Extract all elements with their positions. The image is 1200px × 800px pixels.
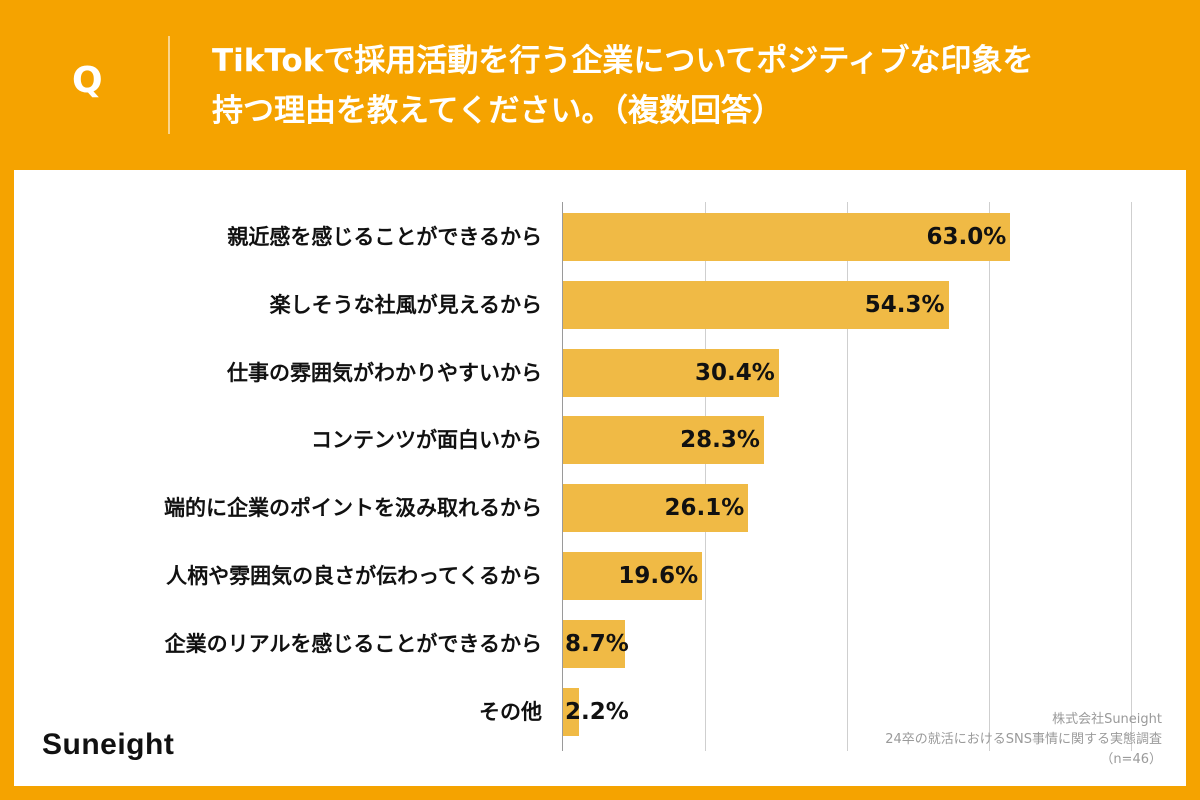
question-line-1: TikTokで採用活動を行う企業についてポジティブな印象を (212, 43, 1034, 79)
bar-row: 企業のリアルを感じることができるから 8.7% (14, 619, 1186, 668)
bar (563, 280, 949, 329)
gridline (847, 202, 848, 751)
value-label: 19.6% (618, 563, 699, 589)
category-label: 企業のリアルを感じることができるから (164, 631, 542, 656)
gridline (705, 202, 706, 751)
chart-panel: 親近感を感じることができるから 63.0% 楽しそうな社風が見えるから 54.3% 仕事… (14, 170, 1186, 786)
value-label: 54.3% (864, 291, 945, 318)
category-label: 楽しそうな社風が見えるから (269, 292, 542, 317)
header-divider (168, 36, 170, 134)
source-sample-size: （n=46） (1100, 752, 1162, 767)
value-label: 63.0% (926, 224, 1007, 250)
question-mark-label: Q (72, 60, 103, 101)
bar-row: コンテンツが面白いから 28.3% (14, 416, 1186, 465)
value-label: 8.7% (565, 630, 629, 657)
bar (563, 213, 1011, 261)
value-label: 28.3% (680, 427, 760, 454)
bar (563, 348, 779, 397)
value-label: 26.1% (664, 495, 745, 522)
category-label: その他 (479, 699, 542, 724)
bar-row: その他 2.2% (14, 687, 1186, 736)
bar-row: 楽しそうな社風が見えるから 54.3% (14, 280, 1186, 329)
bar (563, 552, 703, 600)
bar-row: 仕事の雰囲気がわかりやすいから 30.4% (14, 348, 1186, 397)
bar-row: 親近感を感じることができるから 63.0% (14, 213, 1186, 261)
source-survey: 24卒の就活におけるSNS事情に関する実態調査 (885, 732, 1162, 747)
category-label: 端的に企業のポイントを汲み取れるから (164, 496, 542, 521)
question-line-2: 持つ理由を教えてください。（複数回答） (212, 93, 784, 129)
bar-row: 端的に企業のポイントを汲み取れるから 26.1% (14, 484, 1186, 533)
gridline (989, 202, 990, 751)
value-label: 30.4% (695, 359, 775, 386)
category-axis-line (562, 202, 563, 751)
source-company: 株式会社Suneight (1052, 712, 1162, 727)
bar (563, 484, 749, 533)
brand-logo: Suneight (42, 728, 175, 761)
category-label: 人柄や雰囲気の良さが伝わってくるから (166, 564, 542, 588)
category-label: 親近感を感じることができるから (227, 225, 542, 249)
bar-row: 人柄や雰囲気の良さが伝わってくるから 19.6% (14, 552, 1186, 600)
category-label: 仕事の雰囲気がわかりやすいから (227, 360, 542, 385)
bar (563, 619, 625, 668)
bar (563, 416, 764, 465)
bar (563, 687, 579, 736)
source-note: 株式会社Suneight 24卒の就活におけるSNS事情に関する実態調査 （n=… (885, 710, 1162, 770)
question-title: TikTokで採用活動を行う企業についてポジティブな印象を 持つ理由を教えてくだ… (212, 36, 1172, 136)
category-label: コンテンツが面白いから (311, 428, 542, 453)
gridline (1131, 202, 1132, 751)
value-label: 2.2% (565, 698, 629, 725)
